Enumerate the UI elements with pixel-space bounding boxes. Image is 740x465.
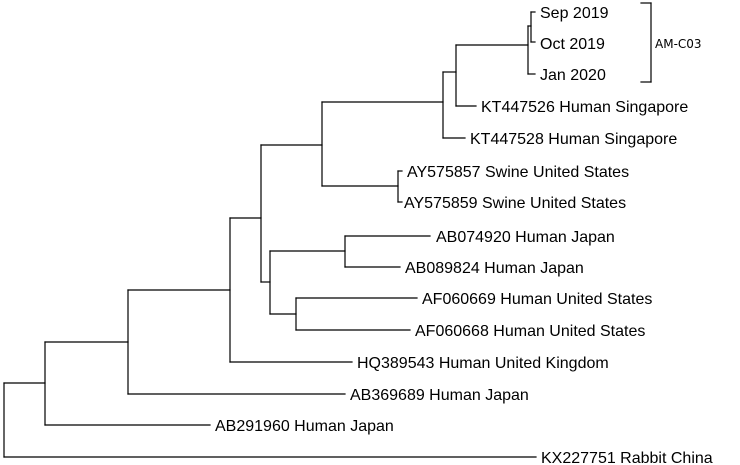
tree-branches [3, 11, 537, 458]
taxon-label-ay575857: AY575857 Swine United States [407, 164, 629, 181]
taxon-label-af060668: AF060668 Human United States [415, 323, 645, 340]
taxon-label-ab291960: AB291960 Human Japan [215, 418, 394, 435]
clade-label: AM-C03 [655, 37, 702, 51]
taxon-label-ab074920: AB074920 Human Japan [436, 229, 615, 246]
taxon-label-af060669: AF060669 Human United States [422, 291, 652, 308]
taxon-label-kt447526: KT447526 Human Singapore [481, 99, 688, 116]
taxon-label-ab089824: AB089824 Human Japan [405, 260, 584, 277]
taxon-label-ab369689: AB369689 Human Japan [350, 387, 529, 404]
clade-bracket: AM-C03 [640, 2, 702, 83]
taxon-label-sep2019: Sep 2019 [540, 5, 609, 22]
taxon-label-kt447528: KT447528 Human Singapore [470, 131, 677, 148]
taxon-label-kx227751: KX227751 Rabbit China [541, 450, 713, 465]
taxon-label-ay575859: AY575859 Swine United States [404, 195, 626, 212]
taxon-label-hq389543: HQ389543 Human United Kingdom [357, 355, 609, 372]
taxon-label-jan2020: Jan 2020 [540, 67, 606, 84]
taxon-label-oct2019: Oct 2019 [540, 36, 605, 53]
taxon-labels: Sep 2019 Oct 2019 Jan 2020 KT447526 Huma… [215, 5, 713, 465]
